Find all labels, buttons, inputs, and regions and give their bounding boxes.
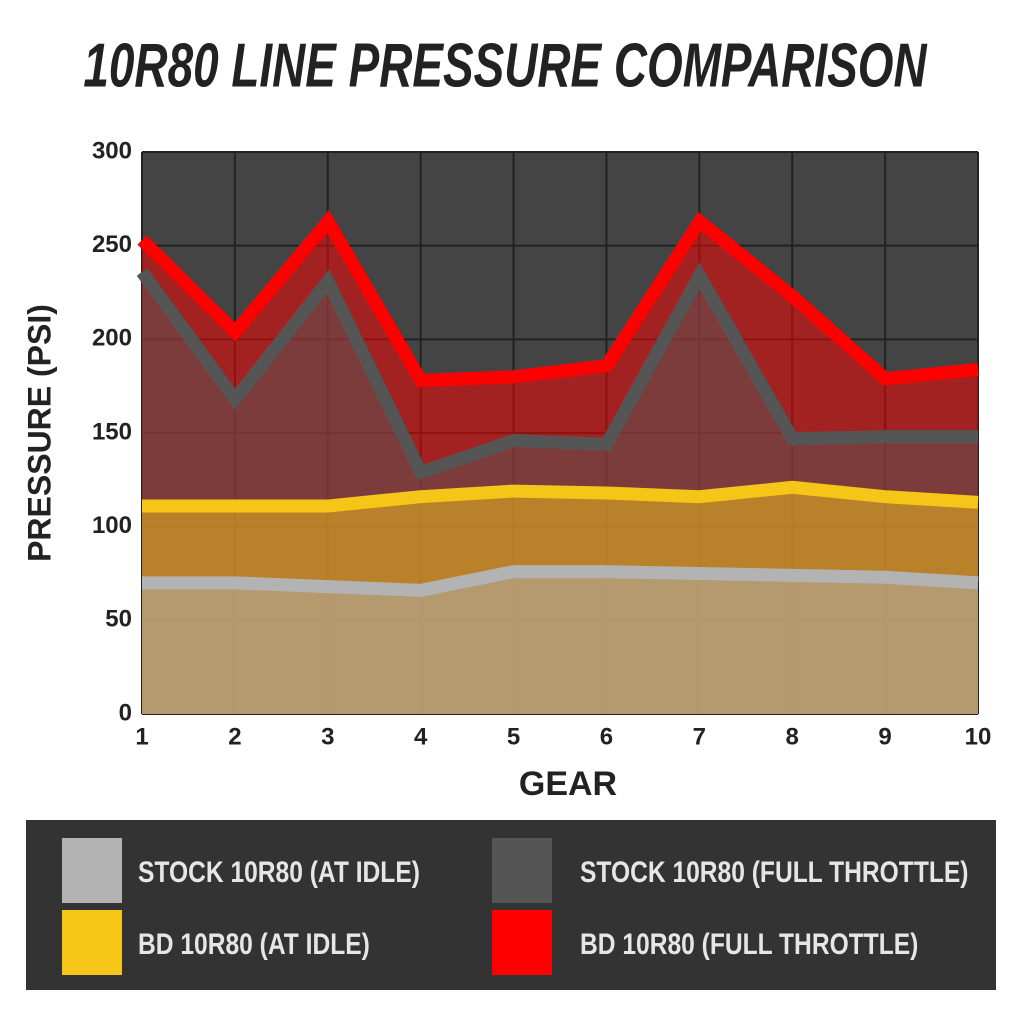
legend-swatch [62,910,122,975]
y-tick-label: 100 [92,512,132,539]
y-tick-label: 0 [119,699,132,726]
x-tick-label: 1 [135,723,148,750]
line [142,480,979,513]
x-tick-label: 8 [786,723,799,750]
y-tick-label: 250 [92,231,132,258]
y-tick-label: 300 [92,137,132,164]
y-tick-label: 200 [92,325,132,352]
legend-label: BD 10R80 (AT IDLE) [138,927,370,961]
legend-label: STOCK 10R80 (FULL THROTTLE) [580,855,968,889]
x-tick-label: 5 [507,723,520,750]
legend-swatch [492,910,552,975]
line [142,565,979,597]
chart-title: 10R80 LINE PRESSURE COMPARISON [83,31,928,100]
legend-swatch [492,838,552,903]
x-tick-label: 9 [878,723,891,750]
x-tick-label: 7 [693,723,706,750]
x-tick-label: 2 [228,723,241,750]
legend-swatch [62,838,122,903]
y-tick-label: 150 [92,418,132,445]
x-tick-label: 4 [414,723,428,750]
x-tick-label: 10 [965,723,992,750]
legend-label: STOCK 10R80 (AT IDLE) [138,855,420,889]
area [142,571,978,714]
legend-label: BD 10R80 (FULL THROTTLE) [580,927,918,961]
x-axis-label: GEAR [519,765,617,803]
line [137,210,979,388]
y-axis-label: PRESSURE (PSI) [21,304,57,562]
x-tick-label: 6 [600,723,613,750]
line [136,262,978,481]
x-tick-label: 3 [321,723,334,750]
y-tick-label: 50 [105,606,132,633]
